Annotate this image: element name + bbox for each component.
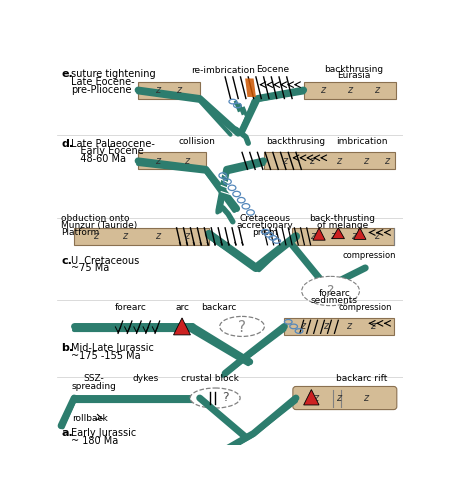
Text: sediments: sediments — [311, 296, 358, 306]
Text: re-imbrication: re-imbrication — [191, 66, 255, 75]
Text: ~ 180 Ma: ~ 180 Ma — [71, 436, 119, 446]
Text: compression: compression — [343, 251, 396, 260]
Text: spreading: spreading — [72, 382, 117, 391]
Text: z: z — [336, 156, 341, 166]
Bar — [138, 82, 200, 98]
Polygon shape — [332, 228, 344, 238]
Text: ~75 Ma: ~75 Ma — [71, 264, 110, 274]
Text: backarc rift: backarc rift — [336, 374, 387, 383]
Text: z: z — [384, 156, 389, 166]
Text: 48-60 Ma: 48-60 Ma — [71, 154, 126, 164]
Text: backarc: backarc — [201, 304, 237, 312]
Text: dykes: dykes — [132, 374, 159, 383]
Text: z: z — [351, 232, 356, 241]
Bar — [292, 228, 394, 245]
Text: Munzur (Tauride): Munzur (Tauride) — [61, 221, 137, 230]
Text: back-thrusting: back-thrusting — [309, 214, 375, 223]
Text: U. Cretaceous: U. Cretaceous — [71, 256, 139, 266]
Text: z: z — [155, 85, 160, 95]
Text: z: z — [363, 393, 368, 403]
Polygon shape — [173, 318, 190, 335]
Text: a.: a. — [61, 428, 73, 438]
Text: pre-Pliocene: pre-Pliocene — [71, 84, 132, 94]
Text: z: z — [155, 232, 160, 241]
Text: prism: prism — [252, 228, 278, 237]
Text: z: z — [370, 322, 375, 332]
Text: collision: collision — [179, 137, 216, 146]
Text: arc: arc — [176, 304, 190, 312]
Text: e.: e. — [61, 69, 73, 79]
Text: obduction onto: obduction onto — [61, 214, 130, 223]
Bar — [138, 152, 206, 170]
Text: ?: ? — [327, 284, 334, 298]
Text: suture tightening: suture tightening — [71, 69, 156, 79]
Text: z: z — [374, 85, 379, 95]
Text: Eurasia: Eurasia — [337, 71, 370, 80]
Text: c.: c. — [61, 256, 72, 266]
Polygon shape — [313, 228, 325, 240]
Text: z: z — [184, 156, 189, 166]
Text: d.: d. — [61, 138, 73, 148]
Text: b.: b. — [61, 344, 73, 353]
Text: z: z — [299, 322, 305, 332]
Text: Late Palaeocene-: Late Palaeocene- — [71, 138, 155, 148]
Text: Platform: Platform — [61, 228, 99, 237]
Bar — [284, 318, 394, 335]
Text: Early Jurassic: Early Jurassic — [71, 428, 136, 438]
Text: Cretaceous: Cretaceous — [240, 214, 291, 223]
Ellipse shape — [190, 388, 240, 408]
Text: imbrication: imbrication — [336, 137, 387, 146]
Text: ?: ? — [238, 320, 246, 334]
Bar — [264, 152, 395, 170]
FancyBboxPatch shape — [293, 386, 397, 409]
Text: z: z — [323, 322, 328, 332]
Polygon shape — [245, 78, 256, 97]
Text: forearc: forearc — [114, 304, 146, 312]
Text: z: z — [184, 232, 189, 241]
Text: z: z — [309, 156, 314, 166]
Polygon shape — [354, 228, 366, 239]
Text: z: z — [346, 322, 351, 332]
Text: Eocene: Eocene — [256, 64, 290, 74]
Text: compression: compression — [339, 304, 392, 312]
Text: z: z — [155, 156, 160, 166]
Polygon shape — [304, 390, 319, 405]
Text: z: z — [282, 156, 287, 166]
Text: ~175 -155 Ma: ~175 -155 Ma — [71, 351, 141, 361]
Ellipse shape — [302, 276, 360, 306]
Text: z: z — [93, 232, 98, 241]
Text: z: z — [336, 393, 341, 403]
Text: forearc: forearc — [318, 290, 350, 298]
Text: z: z — [347, 85, 352, 95]
Text: z: z — [313, 393, 318, 403]
Text: z: z — [363, 156, 368, 166]
Text: backthrusing: backthrusing — [266, 137, 326, 146]
Text: accretionary: accretionary — [237, 221, 294, 230]
Bar — [74, 228, 209, 245]
Text: SSZ-: SSZ- — [84, 374, 105, 383]
Text: ?: ? — [222, 391, 229, 404]
Text: z: z — [330, 232, 335, 241]
Text: z: z — [310, 232, 316, 241]
Text: rollback: rollback — [72, 414, 107, 423]
Text: backthrusing: backthrusing — [324, 64, 383, 74]
Text: z: z — [320, 85, 326, 95]
Text: z: z — [176, 85, 181, 95]
Text: Early Eocene: Early Eocene — [71, 146, 144, 156]
Bar — [304, 82, 396, 98]
Text: z: z — [123, 232, 128, 241]
Text: Late Eocene-: Late Eocene- — [71, 77, 135, 87]
Text: Mid-Late Jurassic: Mid-Late Jurassic — [71, 344, 154, 353]
Text: of melange: of melange — [317, 221, 368, 230]
Text: z: z — [374, 232, 379, 241]
Text: crustal block: crustal block — [181, 374, 239, 383]
